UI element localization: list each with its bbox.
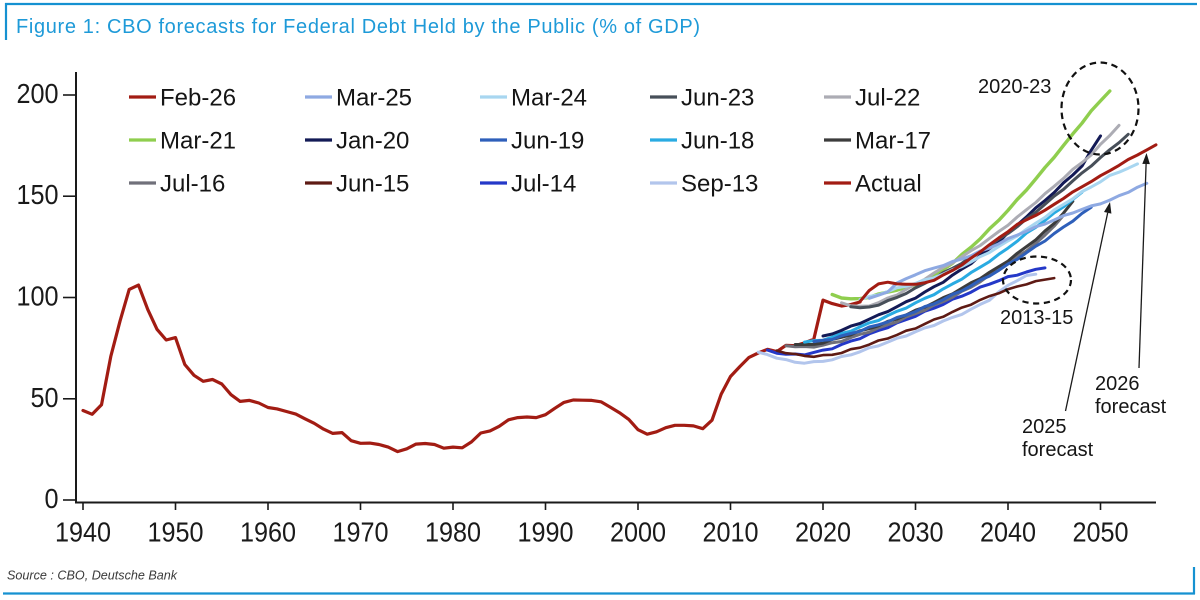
svg-text:Jun-15: Jun-15 xyxy=(336,171,409,198)
svg-text:Mar-21: Mar-21 xyxy=(160,128,236,155)
svg-text:Jul-16: Jul-16 xyxy=(160,171,225,198)
svg-text:2013-15: 2013-15 xyxy=(1000,307,1073,329)
svg-text:1970: 1970 xyxy=(332,516,388,548)
svg-text:150: 150 xyxy=(16,179,58,211)
svg-text:2030: 2030 xyxy=(887,516,943,548)
svg-text:100: 100 xyxy=(16,280,58,312)
svg-text:Jun-18: Jun-18 xyxy=(681,128,754,155)
svg-text:Jun-23: Jun-23 xyxy=(681,85,754,112)
svg-text:2020: 2020 xyxy=(795,516,851,548)
svg-text:Jul-22: Jul-22 xyxy=(855,85,920,112)
svg-text:1960: 1960 xyxy=(240,516,296,548)
svg-text:2010: 2010 xyxy=(702,516,758,548)
svg-text:1980: 1980 xyxy=(425,516,481,548)
svg-text:forecast: forecast xyxy=(1095,396,1167,418)
svg-text:Jul-14: Jul-14 xyxy=(511,171,576,198)
svg-text:2020-23: 2020-23 xyxy=(978,76,1051,98)
svg-text:Sep-13: Sep-13 xyxy=(681,171,758,198)
svg-text:1940: 1940 xyxy=(55,516,111,548)
svg-text:1950: 1950 xyxy=(147,516,203,548)
svg-text:2025: 2025 xyxy=(1022,416,1067,438)
svg-text:2040: 2040 xyxy=(980,516,1036,548)
svg-text:Actual: Actual xyxy=(855,171,922,198)
svg-text:Mar-17: Mar-17 xyxy=(855,128,931,155)
svg-text:50: 50 xyxy=(30,382,58,414)
svg-text:Jan-20: Jan-20 xyxy=(336,128,409,155)
svg-text:200: 200 xyxy=(16,78,58,110)
svg-text:2050: 2050 xyxy=(1072,516,1128,548)
svg-text:Figure 1: CBO forecasts for Fe: Figure 1: CBO forecasts for Federal Debt… xyxy=(16,16,701,38)
svg-text:Mar-24: Mar-24 xyxy=(511,85,587,112)
svg-text:0: 0 xyxy=(44,483,58,515)
svg-text:Mar-25: Mar-25 xyxy=(336,85,412,112)
svg-text:Feb-26: Feb-26 xyxy=(160,85,236,112)
svg-text:1990: 1990 xyxy=(517,516,573,548)
svg-text:2026: 2026 xyxy=(1095,373,1140,395)
svg-text:Source : CBO, Deutsche Bank: Source : CBO, Deutsche Bank xyxy=(7,569,178,583)
svg-text:forecast: forecast xyxy=(1022,439,1094,461)
svg-text:2000: 2000 xyxy=(610,516,666,548)
svg-text:Jun-19: Jun-19 xyxy=(511,128,584,155)
